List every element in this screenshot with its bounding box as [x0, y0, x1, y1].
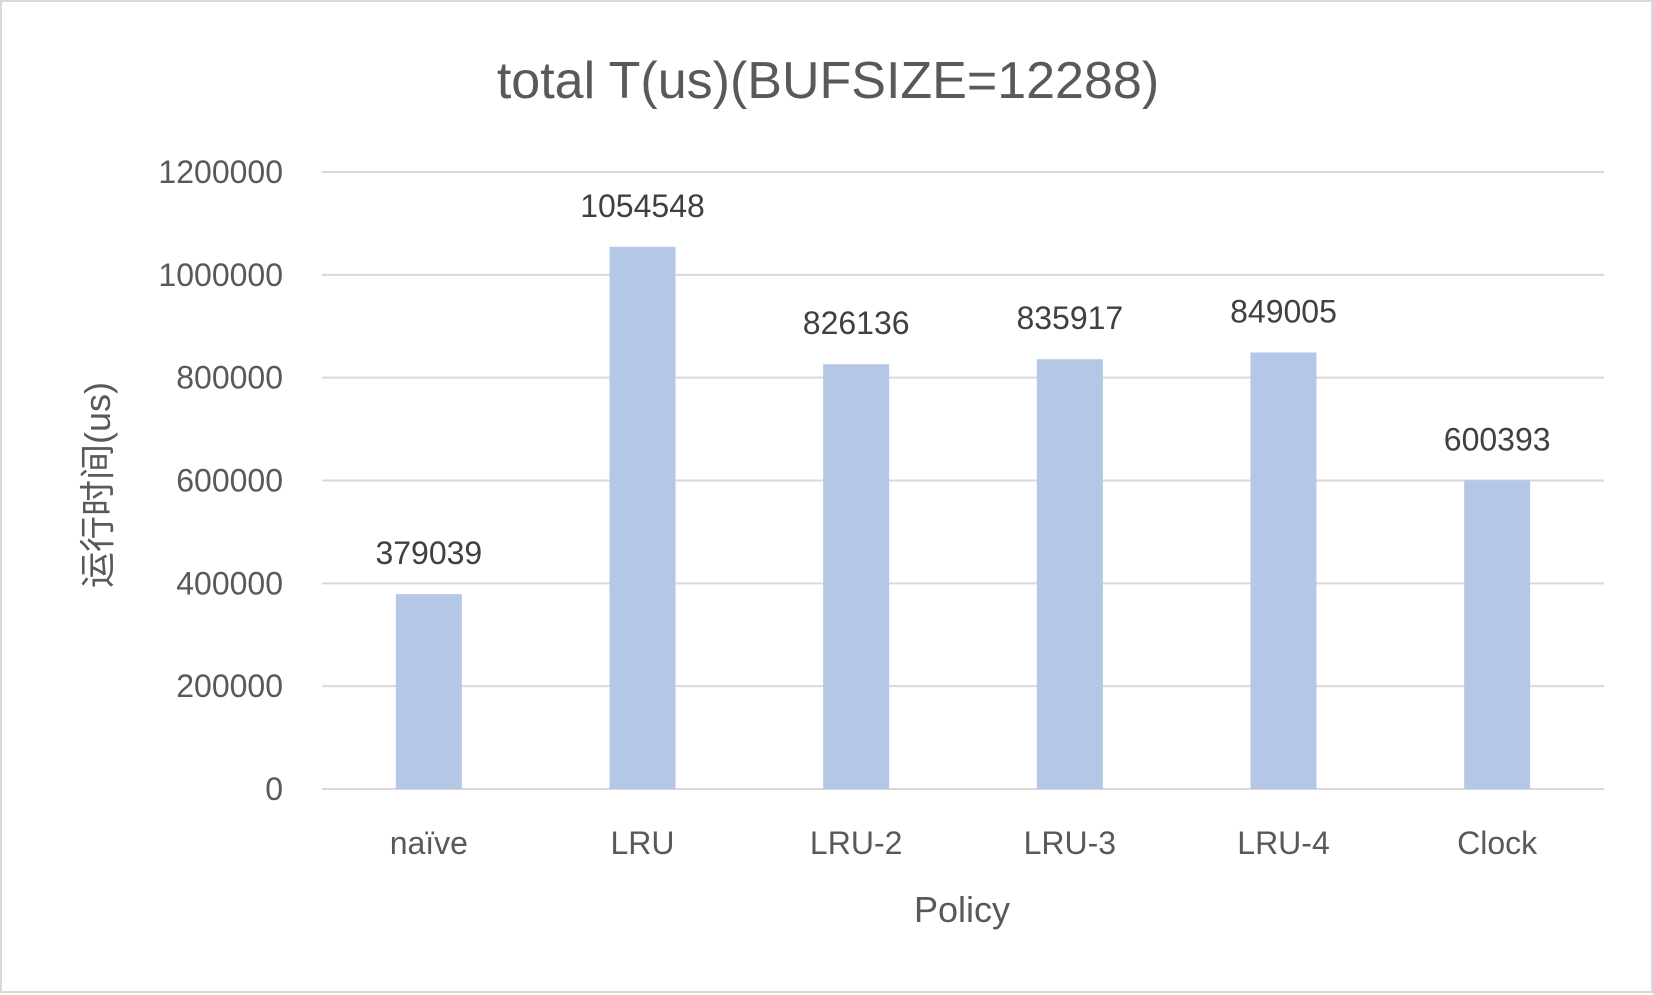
y-axis-title: 运行时间(us) [77, 382, 118, 588]
y-tick-label: 1000000 [158, 257, 283, 293]
chart-title: total T(us)(BUFSIZE=12288) [497, 52, 1159, 110]
bar [823, 364, 890, 789]
data-label: 835917 [1016, 300, 1123, 336]
bars [395, 246, 1531, 790]
bar [1464, 480, 1531, 789]
y-tick-label: 0 [265, 771, 283, 807]
y-tick-label: 600000 [176, 463, 283, 499]
data-label: 1054548 [580, 188, 705, 224]
data-label: 849005 [1230, 293, 1337, 329]
x-category-label: LRU-3 [1024, 825, 1116, 861]
x-category-label: Clock [1457, 825, 1538, 861]
data-labels: 379039 1054548 826136 835917 849005 600393 [375, 188, 1550, 571]
y-tick-label: 800000 [176, 360, 283, 396]
x-category-label: LRU-2 [810, 825, 902, 861]
gridlines [322, 171, 1604, 790]
y-tick-label: 200000 [176, 668, 283, 704]
bar [1036, 359, 1103, 789]
y-axis-ticks: 0 200000 400000 600000 800000 1000000 1200000 [158, 154, 283, 807]
data-label: 826136 [803, 305, 910, 341]
data-label: 600393 [1444, 421, 1551, 457]
bar [1250, 352, 1317, 789]
x-category-label: naïve [390, 825, 468, 861]
x-axis-categories: naïve LRU LRU-2 LRU-3 LRU-4 Clock [390, 825, 1538, 861]
y-tick-label: 1200000 [158, 154, 283, 190]
x-category-label: LRU-4 [1237, 825, 1329, 861]
bar [395, 594, 462, 789]
data-label: 379039 [375, 535, 482, 571]
x-category-label: LRU [610, 825, 674, 861]
y-tick-label: 400000 [176, 565, 283, 601]
x-axis-title: Policy [914, 889, 1010, 930]
bar [609, 246, 676, 790]
